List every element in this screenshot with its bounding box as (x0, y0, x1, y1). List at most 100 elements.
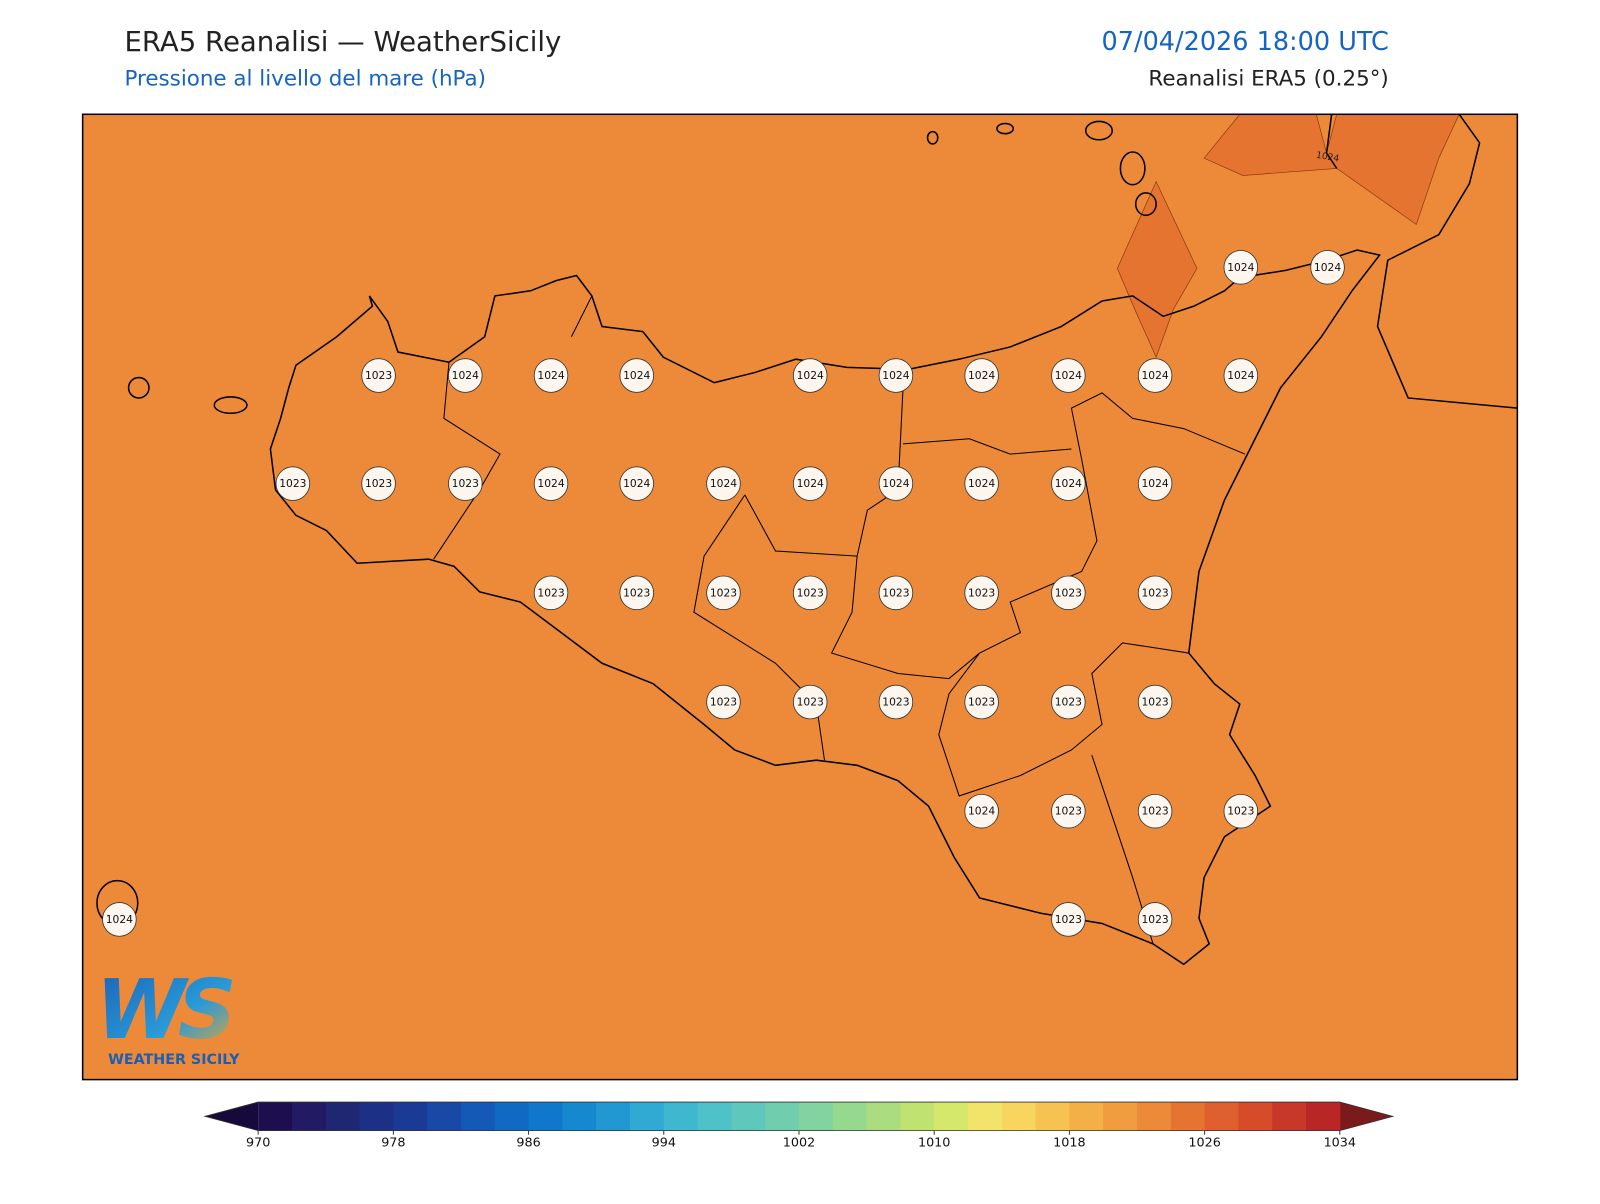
station-marker (361, 466, 396, 501)
colorbar-tick-label: 1034 (1324, 1135, 1356, 1150)
island (996, 122, 1015, 135)
station-marker (1223, 250, 1259, 285)
island (213, 396, 248, 415)
pressure-label: 1023 (1141, 913, 1168, 926)
station-marker (619, 466, 654, 501)
logo-mark: WS (96, 963, 233, 1058)
pressure-label: 1023 (279, 477, 306, 490)
station-marker (1051, 466, 1086, 501)
pressure-label: 1023 (1141, 696, 1168, 709)
station-marker (1310, 250, 1345, 285)
station-marker (878, 358, 914, 393)
pressure-label: 1023 (1055, 696, 1082, 709)
colorbar-bin (967, 1102, 1003, 1131)
pressure-label: 1024 (1141, 477, 1168, 490)
colorbar-bin (900, 1102, 935, 1131)
station-marker (964, 466, 999, 501)
sicily-coast (269, 249, 1381, 966)
colorbar-bin (629, 1102, 665, 1131)
colorbar-bin (697, 1102, 732, 1131)
pressure-label: 1023 (365, 477, 392, 490)
pressure-label: 1023 (968, 586, 995, 599)
colorbar-bin (1035, 1102, 1070, 1131)
station-marker (964, 793, 999, 829)
colorbar-bin (1136, 1102, 1172, 1131)
station-marker (1137, 466, 1173, 501)
colorbar-bin (528, 1102, 563, 1131)
station-marker (706, 684, 741, 720)
colorbar-bin (460, 1102, 496, 1131)
station-marker (792, 575, 828, 611)
pressure-label: 1024 (1141, 369, 1168, 382)
pressure-label: 1024 (882, 477, 909, 490)
contour-label: 1024 (1315, 150, 1340, 165)
pressure-label: 1024 (452, 369, 479, 382)
pressure-label: 1024 (882, 369, 909, 382)
colorbar-tick-label: 986 (516, 1135, 540, 1150)
colorbar-under (205, 1102, 259, 1131)
pressure-label: 1023 (882, 586, 909, 599)
station-marker (964, 684, 999, 720)
colorbar-bin (731, 1102, 766, 1131)
colorbar-bin (1272, 1102, 1307, 1131)
pressure-label: 1024 (1055, 477, 1082, 490)
station-marker (706, 466, 741, 501)
high-pressure-area (1116, 180, 1198, 359)
pressure-label: 1023 (1055, 913, 1082, 926)
pressure-label: 1024 (968, 477, 995, 490)
pressure-label: 1023 (710, 586, 737, 599)
station-marker (275, 466, 311, 501)
station-marker (1137, 358, 1173, 393)
station-marker (878, 684, 914, 720)
station-marker (533, 466, 569, 501)
high-pressure-area (1203, 114, 1460, 226)
pressure-label: 1024 (537, 369, 564, 382)
station-marker (619, 358, 654, 393)
pressure-label: 1024 (1227, 261, 1254, 274)
colorbar-tick-label: 1002 (783, 1135, 815, 1150)
station-marker (1137, 575, 1173, 611)
station-marker (448, 466, 483, 501)
station-marker (1051, 793, 1086, 829)
pressure-label: 1024 (797, 369, 824, 382)
colorbar-bin (663, 1102, 699, 1131)
station-marker (533, 358, 569, 393)
colorbar-tick-label: 1010 (918, 1135, 950, 1150)
colorbar-bin (1170, 1102, 1206, 1131)
logo: WS WEATHER SICILY (96, 963, 241, 1068)
island (127, 376, 150, 399)
colorbar-tick-label: 1018 (1053, 1135, 1085, 1150)
station-marker (1137, 793, 1173, 829)
island (1119, 151, 1146, 186)
pressure-label: 1024 (968, 805, 995, 818)
station-marker (1051, 358, 1086, 393)
pressure-label: 1023 (537, 586, 564, 599)
pressure-label: 1024 (623, 477, 650, 490)
pressure-label: 1023 (452, 477, 479, 490)
colorbar-tick-label: 978 (381, 1135, 405, 1150)
station-marker (1051, 575, 1086, 611)
station-marker (1223, 793, 1259, 829)
station-marker (792, 358, 828, 393)
pressure-label: 1023 (365, 369, 392, 382)
colorbar-bin (393, 1102, 428, 1131)
calabria-coast (1325, 114, 1518, 409)
coastline (96, 114, 1518, 966)
pressure-label: 1023 (882, 696, 909, 709)
station-marker (878, 575, 914, 611)
station-marker (964, 575, 999, 611)
colorbar-bin (1305, 1102, 1341, 1131)
pressure-label: 1023 (968, 696, 995, 709)
station-marker (1137, 902, 1173, 937)
station-marker (1051, 684, 1086, 720)
pressure-label: 1023 (1141, 805, 1168, 818)
island (1084, 120, 1114, 141)
colorbar-bin (1069, 1102, 1104, 1131)
colorbar-bin (427, 1102, 462, 1131)
station-marker (964, 358, 999, 393)
stations: 1024 1024 1023 1024 1024 1024 1024 1024 1024 1024… (102, 250, 1345, 937)
pressure-label: 1023 (797, 696, 824, 709)
colorbar-bin (866, 1102, 901, 1131)
pressure-label: 1024 (1055, 369, 1082, 382)
